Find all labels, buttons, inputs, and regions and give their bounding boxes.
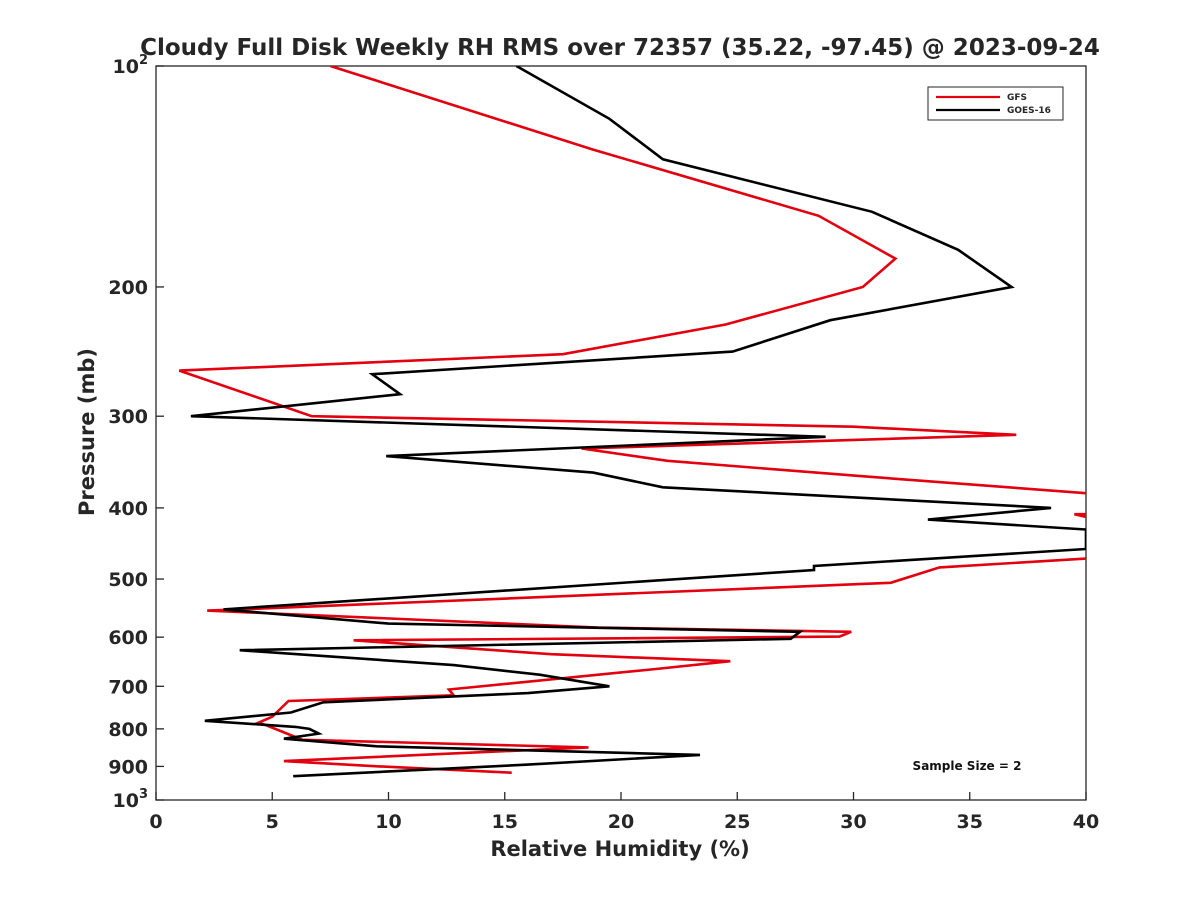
sample-size-annotation: Sample Size = 2 — [913, 759, 1022, 773]
y-tick-label: 700 — [108, 676, 148, 698]
x-tick-label: 30 — [840, 811, 866, 833]
y-tick-label: 800 — [108, 719, 148, 741]
series-lines — [178, 66, 1086, 778]
legend: GFS GOES-16 — [927, 86, 1064, 121]
y-tick-label: 400 — [108, 498, 148, 520]
x-tick-label: 20 — [608, 811, 634, 833]
plot-area — [155, 65, 1087, 801]
x-axis-label: Relative Humidity (%) — [490, 837, 749, 861]
x-tick-label: 15 — [492, 811, 518, 833]
y-tick-label: 103 — [113, 787, 149, 812]
x-tick-label: 5 — [266, 811, 279, 833]
y-tick-label: 300 — [108, 406, 148, 428]
y-tick-label: 102 — [113, 53, 149, 78]
series-line-gfs — [178, 66, 1086, 774]
x-tick-label: 25 — [724, 811, 750, 833]
y-tick-label: 600 — [108, 627, 148, 649]
x-tick-label: 35 — [957, 811, 983, 833]
chart-title: Cloudy Full Disk Weekly RH RMS over 7235… — [140, 35, 1100, 61]
x-tick-label: 10 — [375, 811, 401, 833]
y-axis: 102 200 300 400 500 600 700 800 900 103 — [108, 53, 164, 812]
x-axis: 0 5 10 15 20 25 30 35 40 — [149, 792, 1099, 833]
series-line-goes-16 — [190, 66, 1086, 778]
x-tick-label: 0 — [149, 811, 162, 833]
legend-label: GOES-16 — [1007, 106, 1051, 116]
y-axis-label: Pressure (mb) — [75, 348, 99, 516]
x-tick-label: 40 — [1073, 811, 1099, 833]
legend-label: GFS — [1007, 93, 1027, 103]
y-tick-label: 500 — [108, 569, 148, 591]
y-tick-label: 200 — [108, 277, 148, 299]
y-tick-label: 900 — [108, 756, 148, 778]
